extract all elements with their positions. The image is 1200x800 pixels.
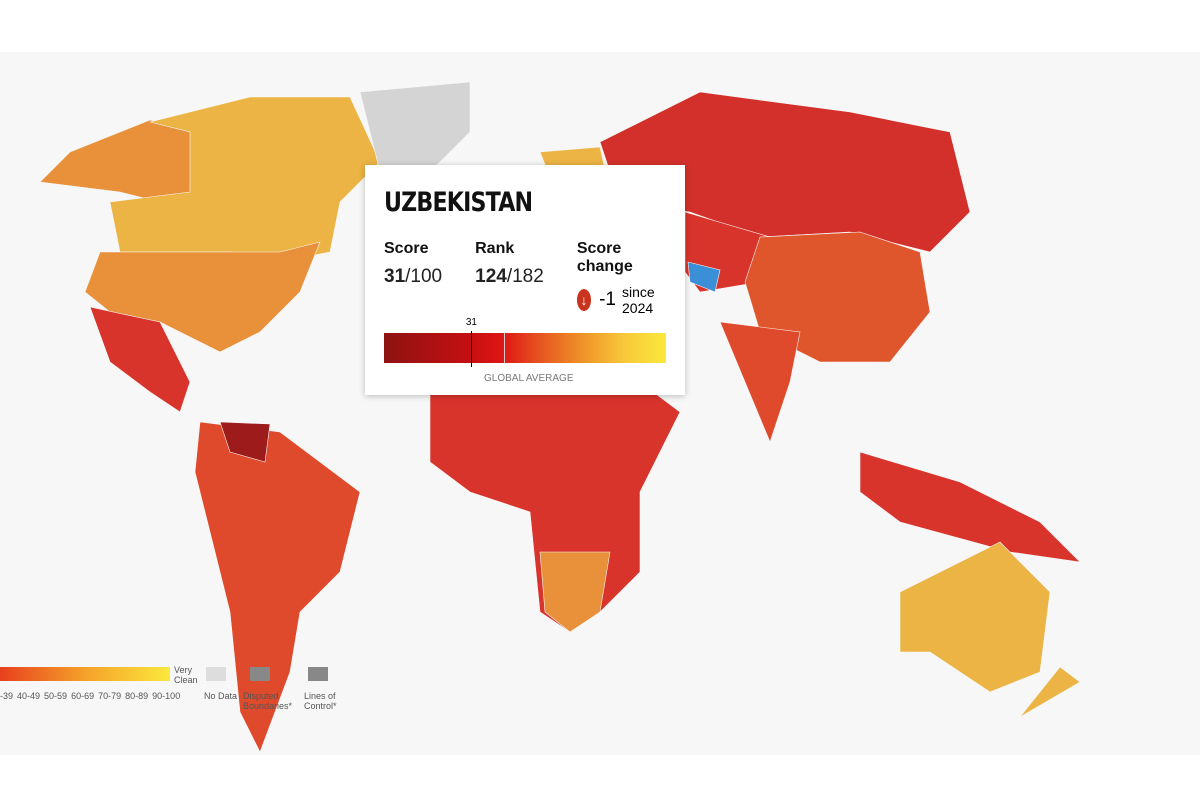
- country-australia[interactable]: [899, 541, 1051, 693]
- rank-max: /182: [506, 266, 544, 287]
- score-marker-label: 31: [465, 317, 477, 328]
- score-change-value: -1: [599, 289, 617, 310]
- legend-color-scale: [0, 667, 170, 681]
- global-average-label: GLOBAL AVERAGE: [484, 373, 574, 384]
- score-value: 31: [384, 266, 406, 287]
- score-label: Score: [384, 240, 429, 257]
- rank-value: 124: [475, 266, 507, 287]
- lines-of-control-swatch: [308, 667, 328, 681]
- legend-lines-of-control: Lines of Control*: [304, 691, 337, 711]
- score-scale-bar: 31 GLOBAL AVERAGE: [384, 317, 666, 384]
- legend-range: -39: [0, 691, 14, 701]
- rank-label: Rank: [475, 240, 515, 257]
- legend-disputed: Disputed Boundaries*: [243, 691, 293, 711]
- score-max: /100: [405, 266, 443, 287]
- world-map[interactable]: [0, 52, 1200, 755]
- country-alaska[interactable]: [39, 119, 201, 203]
- no-data-swatch: [206, 667, 226, 681]
- country-china[interactable]: [744, 231, 931, 363]
- score-marker: [471, 331, 473, 367]
- since-year: since 2024: [622, 284, 655, 316]
- country-southern-africa[interactable]: [539, 551, 611, 633]
- country-south-america[interactable]: [194, 421, 361, 753]
- global-average-marker: [504, 333, 505, 363]
- country-mexico[interactable]: [89, 306, 191, 413]
- legend-range: 80-89: [125, 691, 149, 701]
- legend-no-data: No Data: [204, 691, 238, 701]
- country-greenland[interactable]: [359, 81, 471, 183]
- country-new-zealand[interactable]: [1019, 666, 1081, 718]
- legend-range: 40-49: [17, 691, 41, 701]
- country-name: UZBEKISTAN: [384, 187, 533, 218]
- legend-range: 50-59: [44, 691, 68, 701]
- legend-very-clean: Very Clean: [174, 665, 198, 685]
- country-india[interactable]: [719, 321, 801, 443]
- legend-range: 90-100: [152, 691, 181, 701]
- country-uzbekistan[interactable]: [687, 261, 721, 293]
- country-venezuela[interactable]: [219, 421, 271, 463]
- legend-range: 70-79: [98, 691, 122, 701]
- country-southeast-asia[interactable]: [859, 451, 1081, 563]
- score-change-label: Score change: [576, 240, 633, 275]
- legend-range: 60-69: [71, 691, 95, 701]
- countries[interactable]: [39, 81, 1081, 753]
- country-tooltip: UZBEKISTAN Score 31/100 Rank 124/182 Sco…: [365, 165, 685, 395]
- arrow-down-icon: ↓: [576, 289, 592, 311]
- disputed-swatch: [250, 667, 270, 681]
- country-usa[interactable]: [84, 241, 321, 353]
